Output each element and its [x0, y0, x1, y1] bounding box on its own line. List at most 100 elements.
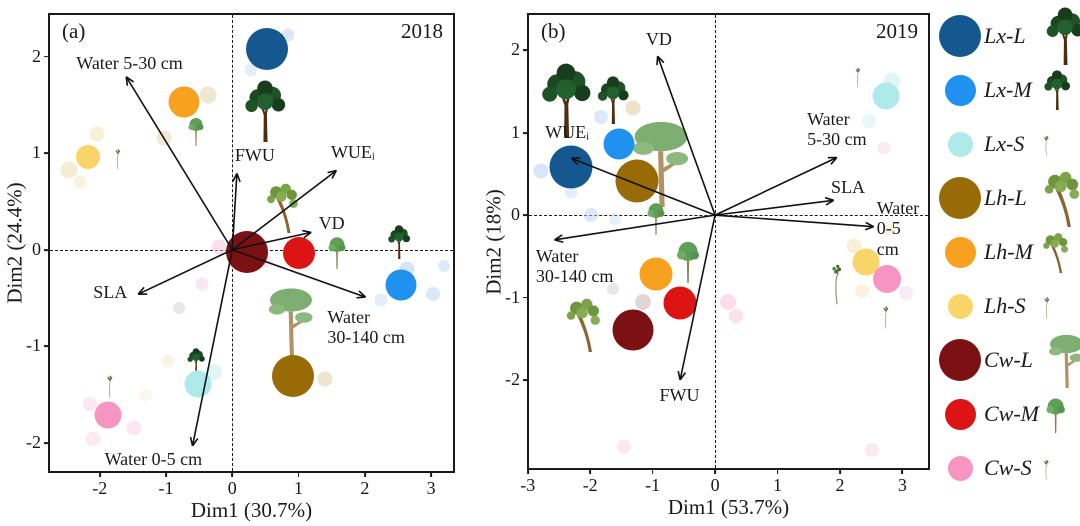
x-axis-title-a: Dim1 (30.7%): [190, 498, 313, 522]
zero-line-vertical: [715, 15, 717, 468]
background-point: [634, 294, 651, 311]
background-point: [533, 163, 549, 179]
background-point: [173, 301, 186, 314]
tree-icon: [1039, 455, 1054, 482]
centroid-point-Lx-M: [603, 128, 635, 160]
x-tick-label: 3: [426, 478, 436, 498]
legend-dot-Lh-M: [944, 236, 976, 268]
background-point: [140, 388, 153, 401]
legend-label: Cw-M: [984, 401, 1039, 426]
vector-label: Water 0-5 cm: [104, 449, 203, 470]
legend-dot-wrap: [936, 293, 984, 319]
y-tick-mark: [523, 214, 529, 217]
centroid-point-Lh-S: [75, 145, 100, 170]
legend-dot-Cw-L: [939, 339, 981, 381]
legend-item-Lh-L: Lh-L: [936, 171, 1080, 225]
x-tick-mark: [430, 471, 433, 477]
vector-label: WUEᵢ: [545, 121, 590, 142]
x-tick-label: -1: [645, 475, 661, 495]
centroid-point-Lx-S: [872, 82, 900, 110]
background-point: [865, 442, 880, 457]
legend-label: Lh-L: [984, 185, 1027, 210]
x-tick-label: 2: [835, 475, 845, 495]
legend-tree-wrap: [1039, 231, 1080, 273]
y-tick-label: 1: [511, 121, 520, 142]
tree-icon: [1039, 396, 1072, 433]
legend-dot-Lh-S: [947, 293, 973, 319]
legend-dot-wrap: [936, 177, 984, 219]
legend-item-Cw-M: Cw-M: [936, 387, 1080, 441]
x-tick-label: 3: [897, 475, 907, 495]
y-tick-label: -2: [505, 368, 520, 389]
plot-area-2019: (b) 2019 Dim1 (53.7%) Dim2 (18%) -3 -2 -1 0…: [482, 13, 930, 519]
legend-item-Cw-S: Cw-S: [936, 441, 1080, 495]
legend-item-Lx-S: Lx-S: [936, 117, 1080, 171]
loading-vectors: [554, 55, 875, 381]
x-tick-mark: [651, 468, 654, 474]
x-tick-mark: [526, 468, 529, 474]
tree-icon: [1039, 292, 1055, 321]
legend-label: Lx-L: [984, 23, 1026, 48]
legend-dot-Lx-S: [947, 131, 973, 157]
background-point: [89, 126, 105, 142]
x-tick-mark: [363, 471, 366, 477]
legend-label: Cw-L: [984, 347, 1033, 372]
legend-dot-wrap: [936, 455, 984, 481]
y-tick-label: 0: [511, 204, 520, 225]
background-point: [607, 283, 620, 296]
legend-item-Lx-M: Lx-M: [936, 63, 1080, 117]
centroid-point-Cw-S: [94, 401, 122, 429]
y-axis-title-a: Dim2 (24.4%): [2, 182, 27, 304]
tree-icon: [1039, 169, 1080, 227]
centroid-point-Lx-L: [245, 27, 288, 70]
y-tick-label: -1: [26, 335, 41, 356]
y-tick-label: -1: [505, 286, 520, 307]
centroid-point-Lh-L: [271, 355, 314, 398]
x-tick-mark: [901, 468, 904, 474]
x-tick-label: -2: [92, 478, 108, 498]
vector-label: Water 30-140 cm: [535, 246, 614, 287]
tree-icon: [1039, 131, 1054, 158]
panel-label-a: (a): [62, 19, 86, 43]
plot-area-2018: (a) 2018 Dim1 (30.7%) Dim2 (24.4%) -2 -1 0…: [3, 13, 455, 522]
vector-label: VD: [318, 212, 345, 233]
centroid-point-Cw-S: [872, 265, 901, 294]
y-tick-mark: [44, 442, 50, 444]
legend-tree-wrap: [1039, 169, 1080, 227]
legend-dot-wrap: [936, 339, 984, 381]
x-tick-mark: [98, 471, 101, 477]
legend-label: Lx-M: [984, 77, 1032, 102]
background-point: [374, 293, 388, 307]
legend-tree-wrap: [1039, 333, 1080, 388]
vector-label: Water 0-5 cm: [876, 198, 920, 259]
background-point: [609, 213, 622, 226]
legend-tree-wrap: [1039, 7, 1080, 65]
centroid-point-Cw-L: [612, 309, 654, 351]
tree-icon: [1039, 70, 1075, 110]
x-tick-label: 2: [360, 478, 370, 498]
legend-item-Lh-M: Lh-M: [936, 225, 1080, 279]
legend-dot-Cw-M: [944, 398, 976, 430]
background-point: [616, 440, 631, 455]
background-point: [85, 431, 101, 447]
vector-label: Water 5-30 cm: [76, 53, 183, 74]
legend-dot-wrap: [936, 131, 984, 157]
legend-dot-wrap: [936, 398, 984, 430]
year-label-2018: 2018: [401, 19, 443, 43]
vector-label: FWU: [234, 145, 275, 165]
vector-label: Water 30-140 cm: [327, 306, 405, 348]
background-point: [126, 420, 142, 436]
x-tick-label: -1: [158, 478, 174, 498]
x-tick-label: -3: [520, 475, 536, 495]
legend-dot-wrap: [936, 74, 984, 106]
legend-dot-wrap: [936, 15, 984, 57]
y-tick-mark: [523, 131, 529, 134]
centroid-point-Lx-M: [385, 269, 417, 301]
background-point: [195, 277, 209, 291]
legend-tree-wrap: [1039, 70, 1080, 110]
legend-item-Cw-L: Cw-L: [936, 333, 1080, 387]
tree-icon: [1039, 333, 1080, 388]
y-tick-mark: [44, 345, 50, 348]
x-tick-label: 0: [227, 478, 237, 498]
